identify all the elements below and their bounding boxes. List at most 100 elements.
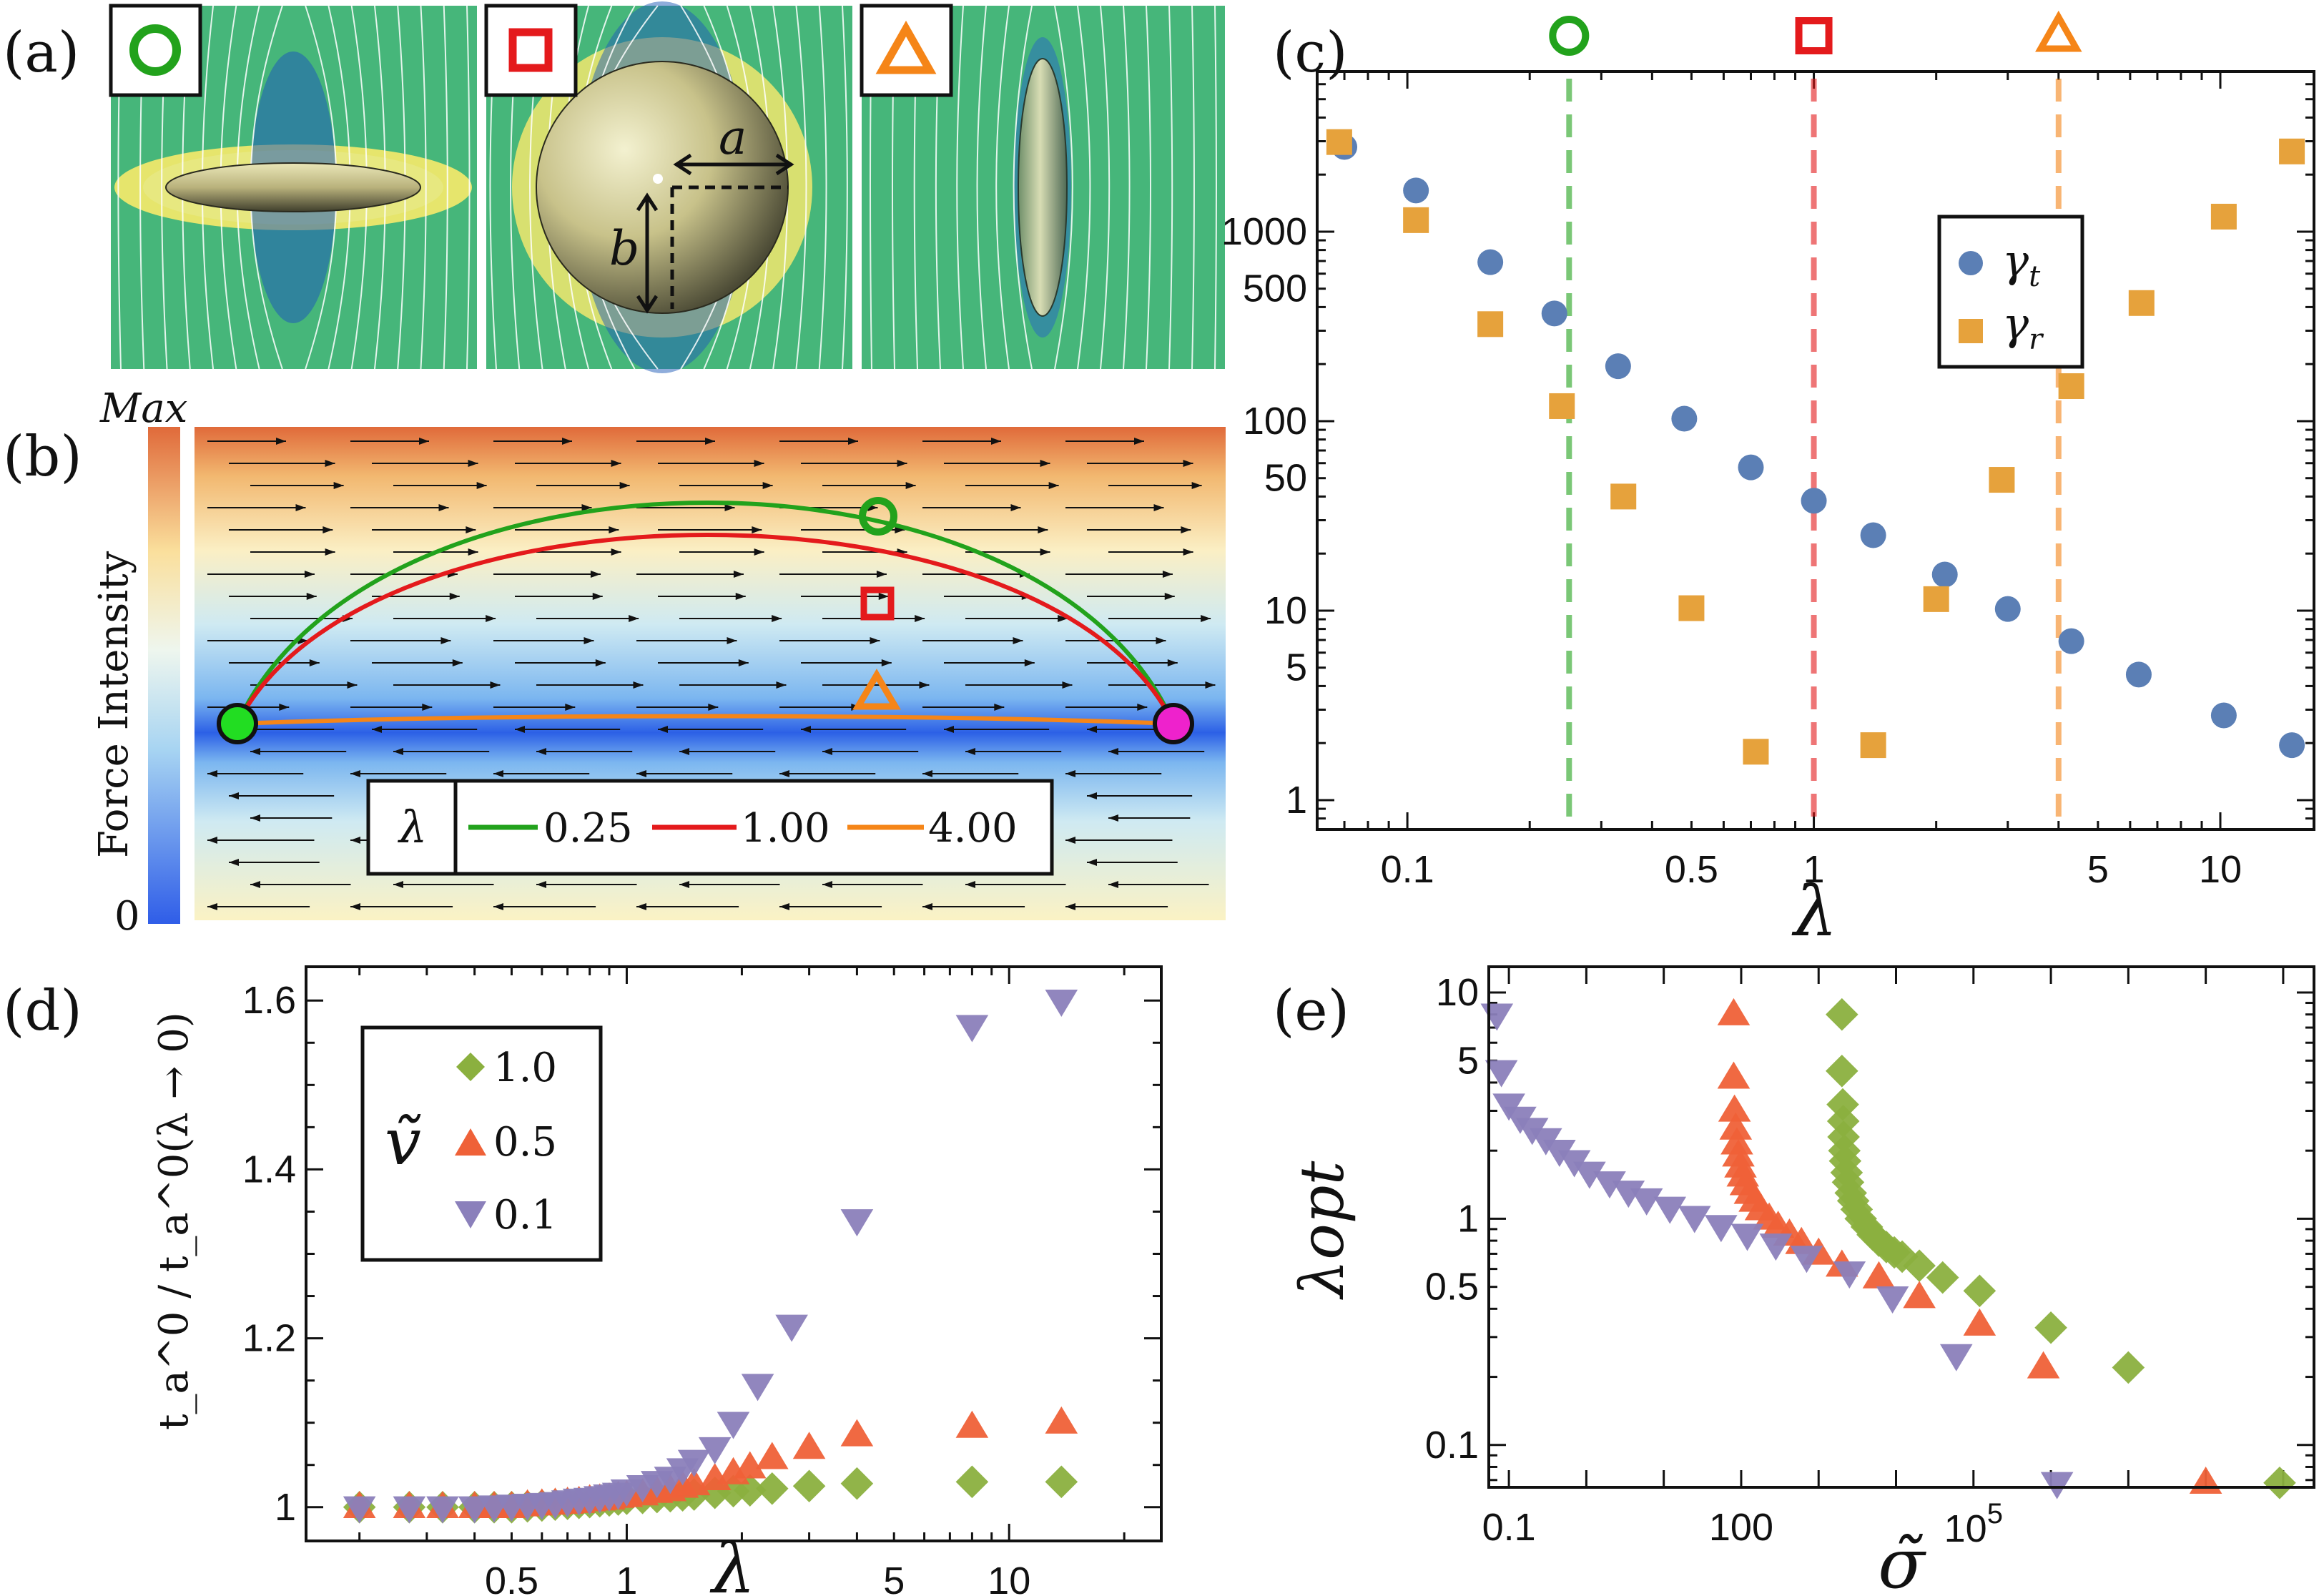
x-tick-label: 10 <box>2199 848 2242 891</box>
legend-d-marker <box>455 1128 486 1156</box>
legend-d-label: 0.5 <box>493 1119 557 1166</box>
flow-arrow-head <box>727 637 737 644</box>
flow-arrow-head <box>276 438 286 445</box>
data-point <box>1790 1246 1823 1274</box>
chart-d-ylabel: t_a^0 / t_a^0(λ → 0) <box>151 1012 197 1430</box>
data-point <box>955 1465 989 1499</box>
y-tick-label: 1 <box>275 1486 296 1529</box>
data-point <box>755 1472 789 1505</box>
data-point <box>1719 1112 1753 1140</box>
data-point <box>755 1442 789 1469</box>
data-point <box>2058 628 2084 654</box>
colorbar-max-label: Max <box>99 385 187 432</box>
legend-d-marker <box>456 1053 485 1081</box>
plot-frame <box>1316 70 2315 831</box>
sphere <box>536 61 789 314</box>
flow-arrow-head <box>207 770 217 777</box>
path-lambda-4.00 <box>237 714 1174 726</box>
flow-arrow-head <box>347 681 358 689</box>
data-point <box>1045 990 1078 1018</box>
streamline <box>795 5 807 370</box>
data-point <box>1678 595 1705 621</box>
end-point <box>1153 703 1194 744</box>
flow-arrow-head <box>229 792 239 799</box>
flow-arrow-head <box>619 482 630 489</box>
data-point <box>1541 300 1567 327</box>
flow-arrow-head <box>915 615 925 622</box>
data-point <box>1801 488 1827 514</box>
flow-arrow-head <box>1108 814 1118 822</box>
data-point <box>775 1314 808 1342</box>
data-point <box>426 1496 459 1524</box>
data-point <box>1939 1344 1973 1371</box>
data-point <box>1326 129 1352 155</box>
data-point <box>1876 1286 1909 1314</box>
flow-arrow-head <box>350 903 360 910</box>
data-point <box>1403 177 1429 204</box>
flow-arrow-head <box>1137 704 1148 711</box>
y-tick-label: 10 <box>1264 589 1307 632</box>
flow-arrow-head <box>1038 526 1048 533</box>
flow-arrow-head <box>922 903 932 910</box>
data-point <box>1403 207 1429 233</box>
flow-arrow-head <box>304 571 315 578</box>
flow-arrow-head <box>870 637 880 644</box>
x-tick-label: 5 <box>883 1560 905 1596</box>
data-point <box>1678 1206 1711 1233</box>
triangle-marker-icon <box>852 669 901 710</box>
legend-d-label: 0.1 <box>493 1192 557 1238</box>
flow-arrow-head <box>733 571 744 578</box>
legend-d-label: 1.0 <box>493 1045 557 1091</box>
flow-arrow-head <box>207 837 217 844</box>
data-point <box>1903 1249 1936 1282</box>
flow-arrow-head <box>991 438 1001 445</box>
flow-arrow-head <box>1156 637 1166 644</box>
y-tick-label: 10 <box>1436 971 1479 1014</box>
data-point <box>1759 1233 1793 1261</box>
y-tick-label: 1 <box>1457 1197 1479 1240</box>
flow-arrow-head <box>250 748 260 755</box>
x-tick-label: 0.1 <box>1482 1506 1536 1549</box>
flow-arrow-head <box>493 770 503 777</box>
flow-arrow-head <box>438 504 449 511</box>
square-marker-icon <box>860 586 895 621</box>
data-point <box>1903 1281 1936 1309</box>
flow-arrow-head <box>1108 881 1118 888</box>
panel-label-d: (d) <box>3 979 82 1043</box>
flow-arrow-head <box>881 659 892 666</box>
streamline <box>1214 5 1218 370</box>
data-point <box>955 1015 989 1043</box>
flow-arrow-head <box>1153 504 1164 511</box>
data-point <box>2034 1311 2067 1344</box>
flow-arrow-head <box>250 881 260 888</box>
data-point <box>1573 1161 1606 1189</box>
chart-e-ylabel: λopt <box>1287 1161 1357 1300</box>
flow-arrow-head <box>1134 438 1144 445</box>
flow-arrow-head <box>590 571 601 578</box>
flow-arrow-head <box>735 593 746 600</box>
flow-arrow-head <box>633 681 644 689</box>
axis-a-label: a <box>719 110 747 165</box>
flow-arrow-head <box>1087 792 1097 799</box>
data-point <box>1826 998 1858 1031</box>
chart-d: 0.5 1 5 10 1 1.2 1.4 1.6 λ <box>242 965 1163 1596</box>
data-point <box>717 1474 750 1508</box>
flow-arrow-head <box>895 526 905 533</box>
flow-arrow-head <box>1108 748 1118 755</box>
circle-marker-icon <box>1549 16 1590 56</box>
flow-arrow-head <box>250 814 260 822</box>
streamline <box>1146 5 1151 370</box>
data-point <box>1717 1061 1751 1089</box>
data-point <box>1718 1094 1751 1122</box>
flow-arrow-head <box>207 903 217 910</box>
streamline <box>1100 5 1111 370</box>
data-point <box>1730 1223 1764 1251</box>
flow-arrow-head <box>779 770 789 777</box>
x-axis-label: σ̃ <box>1878 1524 1926 1596</box>
data-point <box>1543 1139 1576 1167</box>
flow-arrow-head <box>1201 615 1211 622</box>
flow-arrow-head <box>1048 482 1059 489</box>
plot-frame <box>305 965 1163 1542</box>
colorbar <box>148 427 180 924</box>
data-point <box>1963 1274 1996 1308</box>
